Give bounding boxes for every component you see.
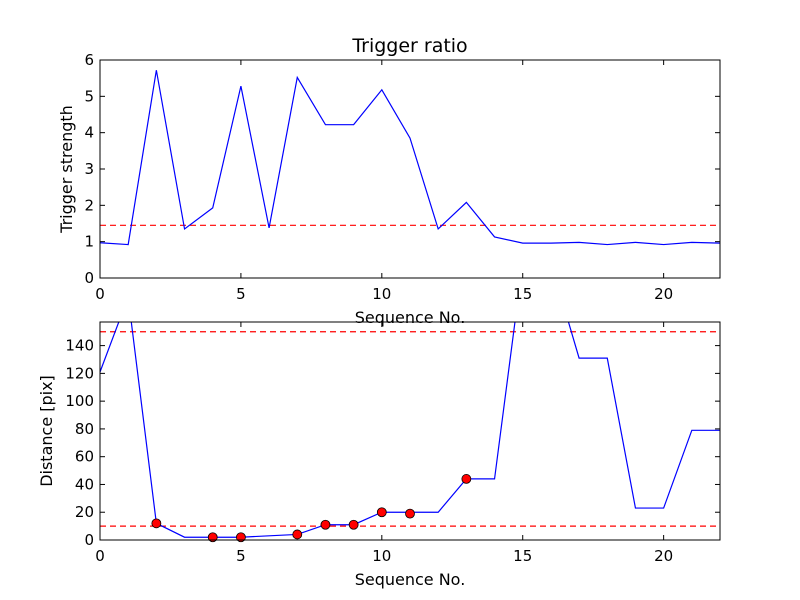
series-group	[100, 70, 720, 246]
x-tick-label: 0	[95, 547, 105, 565]
data-marker	[151, 518, 162, 529]
y-tick-label: 140	[65, 337, 94, 355]
y-tick-label: 5	[84, 87, 94, 105]
chart-title: Trigger ratio	[351, 35, 467, 57]
series-line	[100, 322, 720, 538]
data-marker	[292, 529, 303, 540]
x-tick-label: 5	[236, 285, 246, 303]
y-tick-label: 1	[84, 233, 94, 251]
y-tick-label: 2	[84, 196, 94, 214]
y-tick-label: 6	[84, 51, 94, 69]
y-tick-label: 120	[65, 364, 94, 382]
plot-frame	[99, 59, 721, 279]
x-tick-label: 5	[236, 547, 246, 565]
threshold-lines	[100, 331, 720, 527]
y-tick-label: 40	[75, 475, 94, 493]
x-tick-label: 10	[372, 547, 391, 565]
y-tick-label: 80	[75, 420, 94, 438]
y-tick-label: 4	[84, 124, 94, 142]
x-axis-label: Sequence No.	[355, 308, 466, 327]
plot-frame	[99, 321, 721, 541]
y-axis-label: Distance [pix]	[37, 375, 56, 487]
y-axis-label: Trigger strength	[57, 105, 76, 234]
x-tick-label: 15	[513, 547, 532, 565]
y-tick-label: 20	[75, 503, 94, 521]
data-marker	[236, 532, 246, 543]
tick-group: 0 5 10 15 20 0 1 2 3 4 5 6	[84, 51, 720, 303]
data-marker	[376, 507, 387, 518]
y-tick-label: 0	[84, 531, 94, 549]
marker-group	[151, 474, 472, 543]
y-tick-label: 60	[75, 448, 94, 466]
data-marker	[207, 532, 218, 543]
y-tick-label: 0	[84, 269, 94, 287]
tick-group: 0 5 10 15 20 0 20 40 60 80 100 120 140	[65, 322, 720, 565]
data-marker	[348, 519, 359, 530]
x-tick-label: 10	[372, 285, 391, 303]
series-line	[100, 70, 720, 246]
data-marker	[405, 508, 415, 519]
series-group	[100, 322, 720, 538]
data-marker	[461, 474, 472, 484]
chart-trigger-ratio: Trigger ratio 0 5 10 15 20 0 1 2 3 4 5 6 Sequence N…	[57, 35, 721, 327]
x-tick-label: 0	[95, 285, 105, 303]
x-tick-label: 15	[513, 285, 532, 303]
data-marker	[320, 519, 331, 530]
y-tick-label: 100	[65, 392, 94, 410]
y-tick-label: 3	[84, 160, 94, 178]
x-tick-label: 20	[654, 547, 673, 565]
x-tick-label: 20	[654, 285, 673, 303]
x-axis-label: Sequence No.	[355, 570, 466, 589]
